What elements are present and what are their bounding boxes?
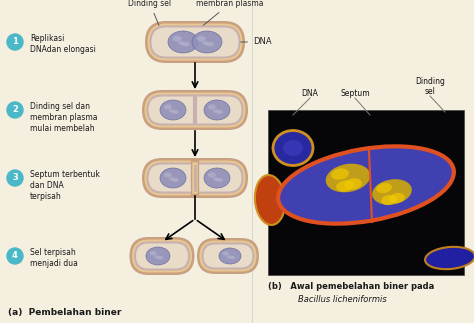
FancyBboxPatch shape [203, 245, 253, 267]
Ellipse shape [182, 42, 190, 47]
Ellipse shape [150, 251, 157, 255]
Text: membran plasma: membran plasma [196, 0, 264, 26]
FancyBboxPatch shape [201, 243, 255, 269]
Ellipse shape [331, 168, 349, 180]
Ellipse shape [157, 256, 164, 260]
FancyBboxPatch shape [149, 26, 240, 58]
Ellipse shape [160, 168, 186, 188]
Ellipse shape [273, 130, 313, 165]
Text: Septum: Septum [340, 89, 370, 98]
Bar [268, 110, 464, 275]
Ellipse shape [326, 164, 370, 192]
Ellipse shape [208, 172, 216, 178]
Ellipse shape [344, 178, 362, 190]
FancyBboxPatch shape [145, 92, 246, 128]
Text: Sel terpisah
menjadi dua: Sel terpisah menjadi dua [30, 248, 78, 268]
Text: Bacillus licheniformis: Bacillus licheniformis [298, 295, 387, 304]
Ellipse shape [169, 177, 174, 181]
Ellipse shape [381, 195, 397, 205]
Ellipse shape [425, 247, 474, 269]
Circle shape [7, 34, 23, 50]
Text: (b)   Awal pemebelahan biner pada: (b) Awal pemebelahan biner pada [268, 282, 434, 291]
Text: Replikasi
DNAdan elongasi: Replikasi DNAdan elongasi [30, 34, 96, 54]
FancyBboxPatch shape [152, 27, 238, 57]
FancyBboxPatch shape [134, 242, 190, 270]
FancyBboxPatch shape [145, 161, 246, 195]
Ellipse shape [204, 168, 230, 188]
FancyBboxPatch shape [142, 90, 248, 130]
Ellipse shape [179, 41, 184, 45]
FancyBboxPatch shape [145, 21, 245, 63]
Ellipse shape [173, 110, 179, 114]
Ellipse shape [202, 41, 209, 45]
FancyBboxPatch shape [136, 244, 188, 268]
Ellipse shape [173, 36, 182, 41]
Ellipse shape [227, 255, 231, 258]
Ellipse shape [208, 105, 216, 109]
FancyBboxPatch shape [132, 239, 192, 273]
Text: 1: 1 [12, 37, 18, 47]
Ellipse shape [164, 172, 172, 178]
Ellipse shape [216, 110, 223, 114]
FancyBboxPatch shape [142, 158, 248, 198]
Ellipse shape [213, 109, 219, 113]
Text: 2: 2 [12, 106, 18, 114]
Text: DNA: DNA [218, 37, 272, 47]
Ellipse shape [155, 255, 159, 258]
FancyBboxPatch shape [129, 237, 194, 275]
FancyBboxPatch shape [147, 24, 243, 60]
Ellipse shape [376, 183, 392, 193]
Text: 3: 3 [12, 173, 18, 182]
Text: DNA: DNA [301, 89, 319, 98]
Ellipse shape [219, 248, 241, 264]
Ellipse shape [192, 31, 222, 53]
Ellipse shape [204, 100, 230, 120]
Ellipse shape [283, 140, 303, 156]
Ellipse shape [197, 36, 206, 41]
Ellipse shape [336, 180, 354, 192]
Ellipse shape [255, 175, 285, 225]
Ellipse shape [146, 247, 170, 265]
Text: Dinding sel: Dinding sel [128, 0, 172, 26]
FancyBboxPatch shape [197, 238, 259, 274]
Text: Septum terbentuk
dan DNA
terpisah: Septum terbentuk dan DNA terpisah [30, 170, 100, 201]
Text: Dinding
sel: Dinding sel [415, 77, 445, 96]
Circle shape [7, 248, 23, 264]
FancyBboxPatch shape [148, 164, 241, 192]
Ellipse shape [278, 146, 454, 224]
Ellipse shape [173, 178, 179, 182]
Ellipse shape [206, 42, 214, 47]
Ellipse shape [213, 177, 219, 181]
Ellipse shape [216, 178, 223, 182]
Text: Dinding sel dan
membran plasma
mulai membelah: Dinding sel dan membran plasma mulai mem… [30, 102, 98, 133]
Ellipse shape [389, 193, 405, 203]
Ellipse shape [222, 252, 229, 255]
Ellipse shape [168, 31, 198, 53]
FancyBboxPatch shape [146, 95, 244, 126]
Circle shape [7, 170, 23, 186]
Ellipse shape [169, 109, 174, 113]
Ellipse shape [229, 256, 235, 259]
FancyBboxPatch shape [200, 241, 256, 272]
Ellipse shape [160, 100, 186, 120]
Text: (a)  Pembelahan biner: (a) Pembelahan biner [8, 308, 121, 317]
FancyBboxPatch shape [146, 162, 244, 193]
Ellipse shape [372, 179, 412, 205]
Circle shape [7, 102, 23, 118]
Text: 4: 4 [12, 252, 18, 261]
Ellipse shape [164, 105, 172, 109]
FancyBboxPatch shape [148, 97, 241, 123]
